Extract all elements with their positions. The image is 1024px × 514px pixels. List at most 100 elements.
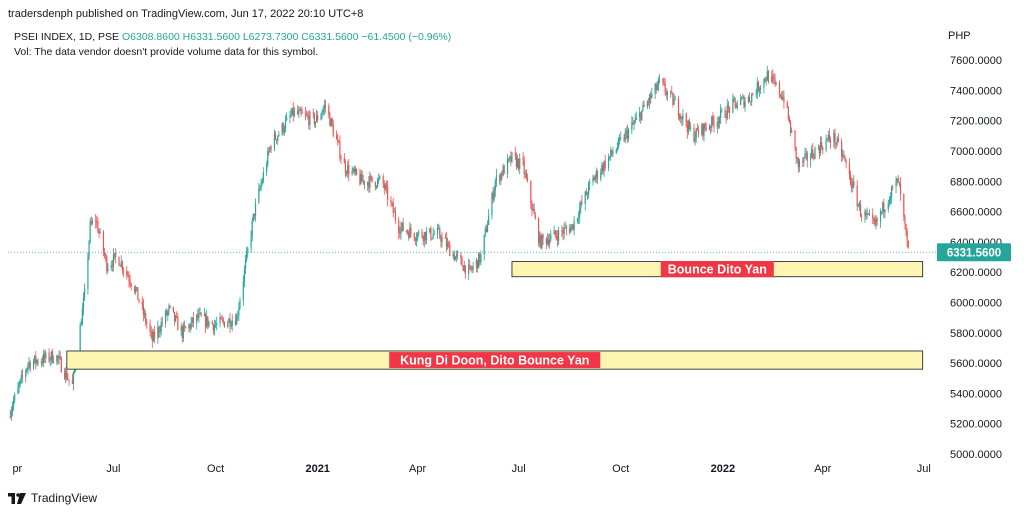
time-tick-label: Jul <box>106 463 120 475</box>
candle-body <box>277 136 279 141</box>
candle-body <box>90 221 92 224</box>
candle-body <box>642 104 644 111</box>
candle-body <box>631 122 633 130</box>
price-tick-label: 6000.0000 <box>950 298 1002 310</box>
candle-body <box>260 183 262 189</box>
candle-body <box>483 234 485 255</box>
candle-body <box>282 123 284 132</box>
candle-body <box>778 82 781 95</box>
candle-body <box>10 411 12 418</box>
candle-body <box>28 362 30 365</box>
candle-body <box>363 180 365 186</box>
symbol-legend: PSEI INDEX, 1D, PSE O6308.8600 H6331.560… <box>14 31 451 43</box>
candle-body <box>91 220 93 224</box>
candle-body <box>859 203 862 217</box>
candle-body <box>554 230 556 235</box>
candle-body <box>786 102 788 108</box>
candle-body <box>12 400 15 407</box>
candle-body <box>345 172 348 174</box>
candle-body <box>899 183 902 195</box>
candle-body <box>157 327 159 339</box>
candle-body <box>555 234 557 237</box>
candle-body <box>382 176 384 184</box>
candle-body <box>533 208 535 215</box>
candle-body <box>286 117 288 121</box>
candle-body <box>493 190 495 200</box>
candle-body <box>767 71 769 83</box>
candle-body <box>499 175 501 182</box>
candle-body <box>516 159 519 167</box>
candle-body <box>494 181 496 191</box>
candle-body <box>502 166 504 176</box>
price-tick-label: 5000.0000 <box>950 449 1002 461</box>
candle-body <box>865 211 867 215</box>
candle-body <box>890 186 893 198</box>
price-tick-label: 5200.0000 <box>950 419 1002 431</box>
candle-body <box>65 370 67 379</box>
candle-body <box>161 322 163 324</box>
candle-body <box>252 213 254 221</box>
candle-body <box>764 78 766 81</box>
candle-body <box>773 77 775 80</box>
candle-body <box>546 239 549 244</box>
candle-body <box>853 181 855 186</box>
zone-label-bg <box>389 352 601 369</box>
candle-body <box>438 228 440 230</box>
candle-body <box>423 232 425 242</box>
candle-body <box>352 168 354 172</box>
symbol-name[interactable]: PSEI INDEX, 1D, PSE <box>14 31 120 43</box>
candle-body <box>530 181 532 204</box>
candle-body <box>138 299 140 302</box>
candle-body <box>44 353 46 359</box>
candle-body <box>624 132 626 141</box>
candle-body <box>247 248 249 252</box>
candle-body <box>410 227 412 234</box>
candle-body <box>515 155 518 167</box>
candle-body <box>27 364 29 369</box>
candle-body <box>896 178 898 182</box>
candle-body <box>703 123 705 136</box>
tradingview-logo[interactable]: TradingView <box>8 491 97 505</box>
candle-body <box>673 99 675 105</box>
candle-body <box>743 96 745 107</box>
candle-body <box>329 114 331 126</box>
candle-body <box>312 112 314 114</box>
candle-body <box>873 218 875 222</box>
candle-body <box>500 173 502 182</box>
candle-body <box>665 92 667 96</box>
candle-body <box>390 200 392 203</box>
candle-body <box>196 314 198 324</box>
candle-body <box>405 230 408 232</box>
candle-body <box>323 105 325 109</box>
candle-body <box>601 165 603 173</box>
candle-body <box>848 163 851 175</box>
candle-body <box>402 222 404 231</box>
candle-body <box>763 78 765 88</box>
candle-body <box>686 125 688 132</box>
candle-body <box>757 82 759 92</box>
candle-body <box>576 218 579 221</box>
candle-body <box>879 211 882 222</box>
candle-body <box>175 316 177 321</box>
candle-body <box>658 78 661 80</box>
candle-body <box>539 235 541 244</box>
candle-body <box>300 109 302 113</box>
candle-body <box>837 138 839 142</box>
candle-body <box>36 360 38 364</box>
candle-body <box>791 130 793 133</box>
candle-body <box>523 160 525 174</box>
candle-body <box>290 115 292 116</box>
candle-body <box>819 142 822 154</box>
candle-body <box>331 118 333 125</box>
candle-body <box>713 121 715 128</box>
candle-body <box>149 323 151 332</box>
candle-body <box>169 305 171 307</box>
candle-body <box>151 331 153 342</box>
candle-body <box>368 182 370 188</box>
candle-body <box>284 120 287 130</box>
candle-body <box>856 185 858 207</box>
candle-body <box>258 188 260 203</box>
candle-body <box>292 107 294 116</box>
candle-body <box>96 221 98 223</box>
